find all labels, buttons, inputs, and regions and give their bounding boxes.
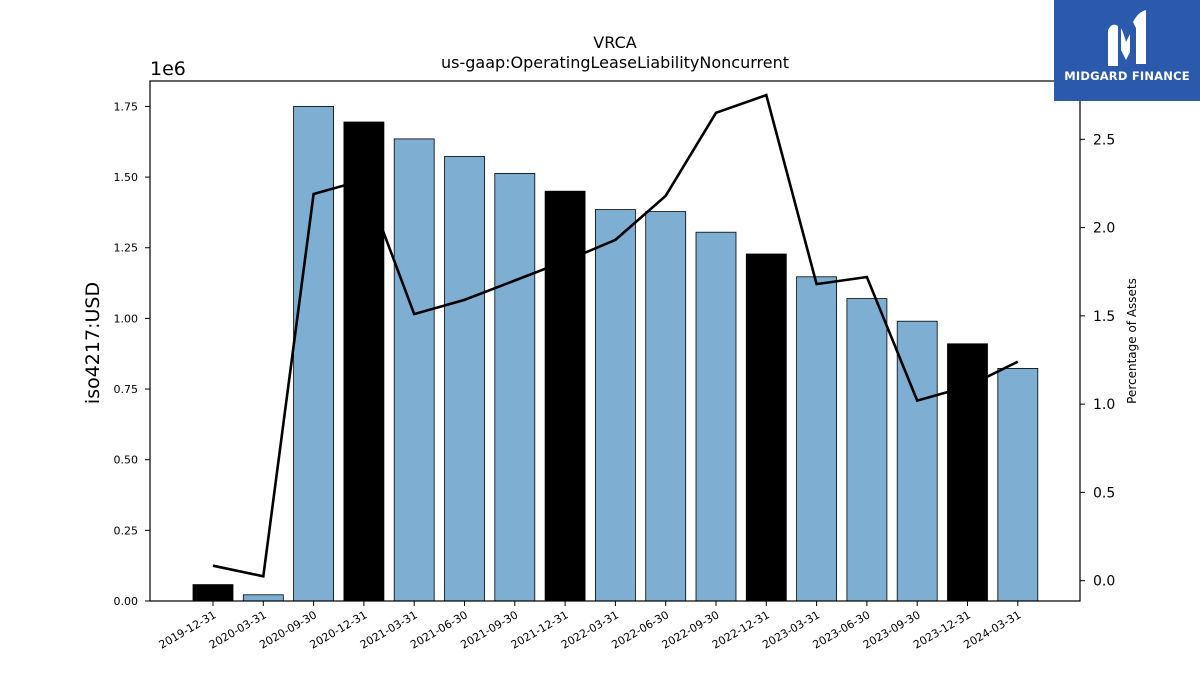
y2-tick-label: 1.0 [1093, 397, 1115, 413]
bar-2024-03-31 [997, 367, 1039, 602]
midgard-m-icon [1108, 10, 1146, 66]
bar-2020-12-31 [343, 121, 385, 602]
y-axis-label: iso4217:USD [82, 282, 104, 404]
x-tick-label: 2024-03-31 [961, 608, 1023, 651]
bar-2023-12-31 [947, 343, 988, 602]
bar-2022-09-30 [695, 231, 737, 602]
bar-2020-03-31 [242, 594, 284, 602]
bar-2019-12-31 [192, 584, 234, 602]
brand-logo: MIDGARD FINANCE [1054, 0, 1200, 101]
y-tick-label: 1.75 [114, 100, 139, 113]
bar-2021-06-30 [444, 156, 485, 602]
bar-2022-03-31 [595, 209, 636, 602]
y-tick-label: 0.75 [114, 383, 139, 396]
chart-title: VRCA [593, 33, 636, 52]
y2-tick-label: 2.5 [1093, 132, 1115, 148]
y-tick-label: 1.25 [114, 242, 139, 255]
bar-2023-06-30 [846, 298, 888, 602]
y-tick-label: 1.00 [114, 312, 139, 325]
y-offset-label: 1e6 [150, 58, 186, 80]
y-tick-label: 0.50 [114, 454, 139, 467]
bar-group [192, 106, 1039, 602]
bar-2022-12-31 [745, 253, 787, 602]
brand-logo-text: MIDGARD FINANCE [1064, 69, 1190, 83]
bar-2022-06-30 [645, 211, 687, 602]
bar-2023-03-31 [796, 276, 837, 602]
y-tick-label: 0.25 [114, 524, 139, 537]
y2-tick-label: 2.0 [1093, 221, 1115, 237]
bar-2021-12-31 [544, 190, 586, 602]
y-tick-label: 0.00 [114, 595, 139, 608]
y2-tick-label: 1.5 [1093, 309, 1115, 325]
chart-subtitle: us-gaap:OperatingLeaseLiabilityNoncurren… [441, 53, 789, 72]
bar-2021-03-31 [393, 138, 435, 602]
y2-axis-label: Percentage of Assets [1125, 278, 1139, 404]
line-group [212, 93, 1019, 578]
y2-tick-label: 0.0 [1093, 574, 1115, 590]
y-tick-label: 1.50 [114, 171, 139, 184]
bar-2020-09-30 [293, 106, 335, 602]
y2-tick-label: 0.5 [1093, 485, 1115, 501]
bar-2021-09-30 [494, 172, 536, 602]
